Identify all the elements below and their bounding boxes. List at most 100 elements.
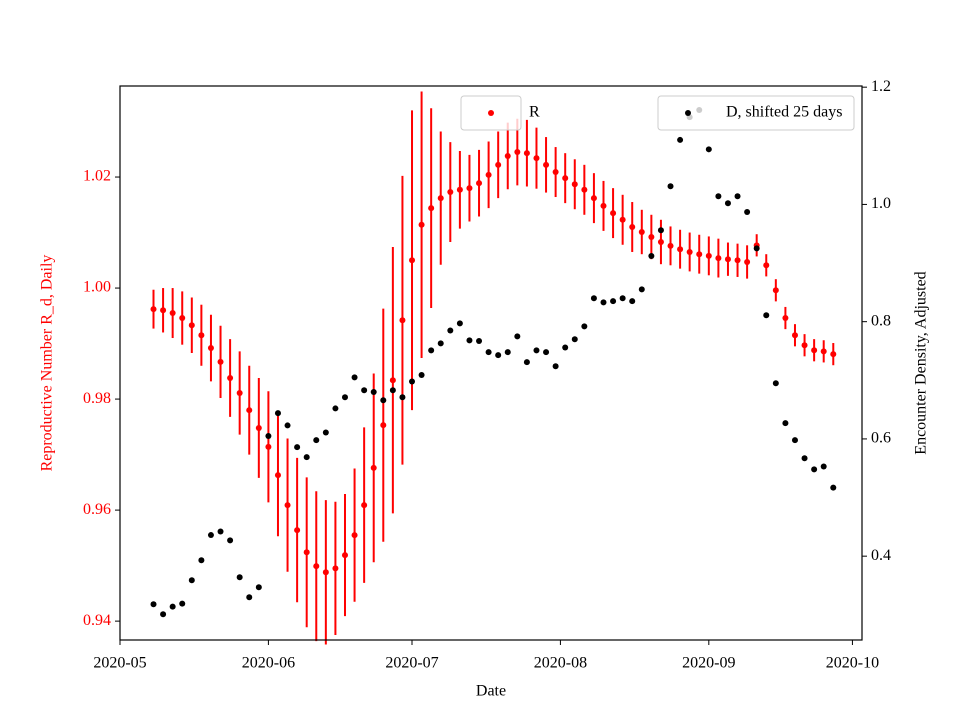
point: [188, 577, 195, 584]
point: [571, 181, 578, 188]
point: [562, 175, 569, 182]
point: [610, 210, 617, 217]
point: [284, 502, 291, 509]
point: [418, 372, 425, 379]
point: [744, 209, 751, 216]
x-tick-label: 2020-10: [826, 655, 879, 672]
point: [370, 464, 377, 471]
point: [227, 374, 234, 381]
point: [246, 594, 253, 601]
point: [504, 152, 511, 159]
point: [667, 242, 674, 249]
point: [341, 394, 348, 401]
point: [409, 257, 416, 264]
y-axis-label: Reproductive Number R_d, Daily: [39, 255, 56, 472]
point: [447, 189, 454, 196]
point: [629, 223, 636, 230]
point: [657, 227, 664, 234]
y2-tick-label: 0.8: [871, 312, 891, 329]
y2-tick-label: 1.0: [871, 195, 891, 212]
point: [332, 565, 339, 572]
point: [562, 344, 569, 351]
point: [791, 437, 798, 444]
legend-marker: [488, 110, 494, 116]
point: [322, 429, 329, 436]
point: [456, 320, 463, 327]
point: [801, 342, 808, 349]
point: [619, 216, 626, 223]
point: [217, 528, 224, 535]
point: [456, 186, 463, 193]
point: [227, 537, 234, 544]
point: [533, 347, 540, 354]
point: [294, 527, 301, 534]
point: [581, 323, 588, 330]
point: [485, 171, 492, 178]
point: [160, 611, 167, 618]
point: [389, 387, 396, 394]
point: [543, 349, 550, 356]
point: [466, 185, 473, 192]
point: [160, 307, 167, 314]
point: [399, 317, 406, 324]
point: [217, 358, 224, 365]
point: [552, 363, 559, 370]
point: [150, 601, 157, 608]
x-tick-label: 2020-05: [93, 655, 146, 672]
x-tick-label: 2020-07: [385, 655, 438, 672]
point: [715, 255, 722, 262]
point: [667, 183, 674, 190]
y2-tick-label: 0.6: [871, 430, 891, 447]
point: [543, 161, 550, 168]
point: [447, 327, 454, 334]
point: [791, 332, 798, 339]
point: [724, 200, 731, 207]
legend-marker: [685, 110, 691, 116]
point: [619, 295, 626, 302]
legend-label: D, shifted 25 days: [726, 104, 842, 121]
point: [428, 205, 435, 212]
point: [523, 150, 530, 157]
y2-axis-label: Encounter Density, Adjusted: [913, 271, 930, 454]
point: [571, 336, 578, 343]
point: [677, 246, 684, 253]
legend-box: [657, 95, 855, 131]
x-axis-label: Date: [476, 683, 506, 700]
point: [811, 466, 818, 473]
point: [495, 352, 502, 359]
point: [255, 584, 262, 591]
point: [763, 262, 770, 269]
point: [590, 295, 597, 302]
point: [801, 455, 808, 462]
x-tick-label: 2020-06: [242, 655, 295, 672]
point: [428, 347, 435, 354]
point: [361, 502, 368, 509]
point: [207, 532, 214, 539]
point: [409, 378, 416, 385]
point: [830, 484, 837, 491]
point: [198, 332, 205, 339]
point: [466, 337, 473, 344]
point: [686, 248, 693, 255]
point: [696, 251, 703, 258]
point: [198, 557, 205, 564]
point: [246, 407, 253, 414]
point: [638, 286, 645, 293]
point: [437, 340, 444, 347]
y-tick-label: 0.96: [83, 501, 111, 518]
legend-label: R: [529, 104, 540, 121]
point: [590, 195, 597, 202]
point: [169, 603, 176, 610]
point: [274, 472, 281, 479]
point: [648, 253, 655, 260]
point: [303, 549, 310, 556]
point: [188, 322, 195, 329]
point: [677, 136, 684, 143]
point: [744, 258, 751, 265]
point: [303, 454, 310, 461]
point: [715, 193, 722, 200]
point: [514, 333, 521, 340]
point: [380, 422, 387, 429]
x-tick-label: 2020-08: [534, 655, 587, 672]
